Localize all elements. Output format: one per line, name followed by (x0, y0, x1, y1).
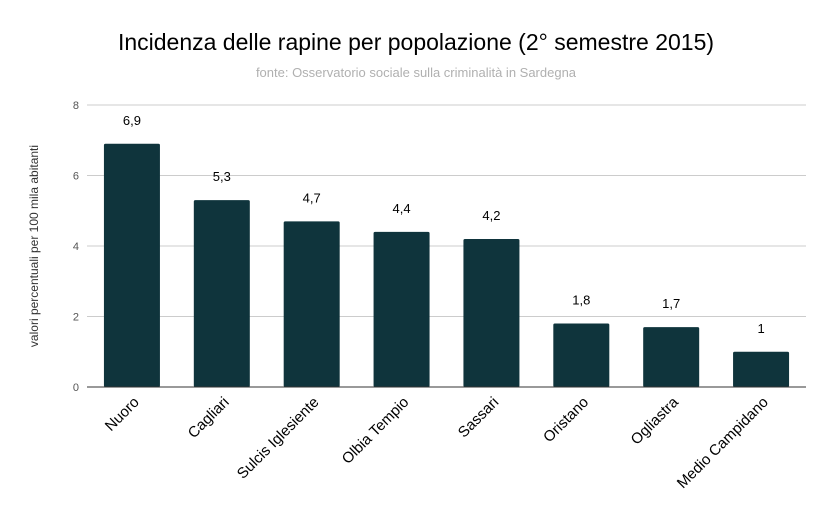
data-label: 6,9 (123, 113, 141, 128)
x-tick-label: Olbia Tempio (339, 394, 413, 468)
bar (373, 231, 430, 387)
y-tick-label: 2 (73, 312, 79, 324)
x-tick-label: Nuoro (102, 394, 143, 435)
data-label: 4,4 (393, 201, 411, 216)
y-tick-label: 4 (73, 241, 79, 253)
data-label: 1,7 (662, 296, 680, 311)
chart-title: Incidenza delle rapine per popolazione (… (118, 29, 714, 55)
x-tick-label: Medio Campidano (674, 394, 772, 492)
data-label: 4,2 (482, 208, 500, 223)
y-tick-label: 8 (73, 100, 79, 112)
bar (103, 143, 160, 387)
x-tick-label: Oristano (540, 394, 592, 446)
x-tick-label: Ogliastra (628, 393, 683, 448)
y-tick-label: 0 (73, 382, 79, 394)
x-tick-label: Sulcis Iglesiente (234, 394, 323, 483)
data-label: 1 (757, 321, 764, 336)
bar (283, 221, 340, 387)
chart-subtitle: fonte: Osservatorio sociale sulla crimin… (256, 65, 577, 80)
data-label: 1,8 (572, 293, 590, 308)
bar (643, 327, 700, 387)
bar (193, 200, 250, 387)
data-label: 4,7 (303, 190, 321, 205)
y-tick-label: 6 (73, 171, 79, 183)
y-axis-label: valori percentuali per 100 mila abitanti (27, 145, 41, 347)
bar (553, 323, 610, 387)
x-tick-label: Sassari (455, 394, 502, 441)
bar (733, 351, 790, 387)
bar (463, 238, 520, 387)
data-label: 5,3 (213, 169, 231, 184)
x-tick-label: Cagliari (185, 394, 233, 442)
